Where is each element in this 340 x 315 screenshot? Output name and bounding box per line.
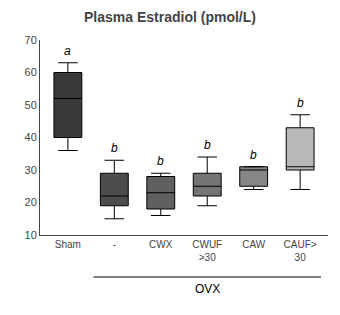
svg-text:70: 70 [25, 34, 37, 46]
svg-text:b: b [204, 138, 211, 152]
svg-text:b: b [297, 96, 304, 110]
svg-text:Sham: Sham [55, 239, 81, 250]
svg-text:CAUF>30: CAUF>30 [284, 239, 317, 263]
svg-text:40: 40 [25, 131, 37, 143]
svg-text:10: 10 [25, 229, 37, 241]
svg-text:CWX: CWX [149, 239, 173, 250]
svg-text:CWUF>30: CWUF>30 [192, 239, 222, 263]
svg-text:Plasma Estradiol (pmol/L): Plasma Estradiol (pmol/L) [84, 9, 256, 25]
svg-text:50: 50 [25, 99, 37, 111]
svg-text:OVX: OVX [195, 282, 220, 296]
svg-text:a: a [64, 44, 71, 58]
svg-text:-: - [113, 239, 116, 250]
svg-text:20: 20 [25, 196, 37, 208]
svg-text:60: 60 [25, 66, 37, 78]
svg-text:CAW: CAW [242, 239, 266, 250]
svg-text:b: b [111, 141, 118, 155]
svg-text:b: b [250, 148, 257, 162]
svg-text:b: b [157, 154, 164, 168]
svg-text:30: 30 [25, 164, 37, 176]
